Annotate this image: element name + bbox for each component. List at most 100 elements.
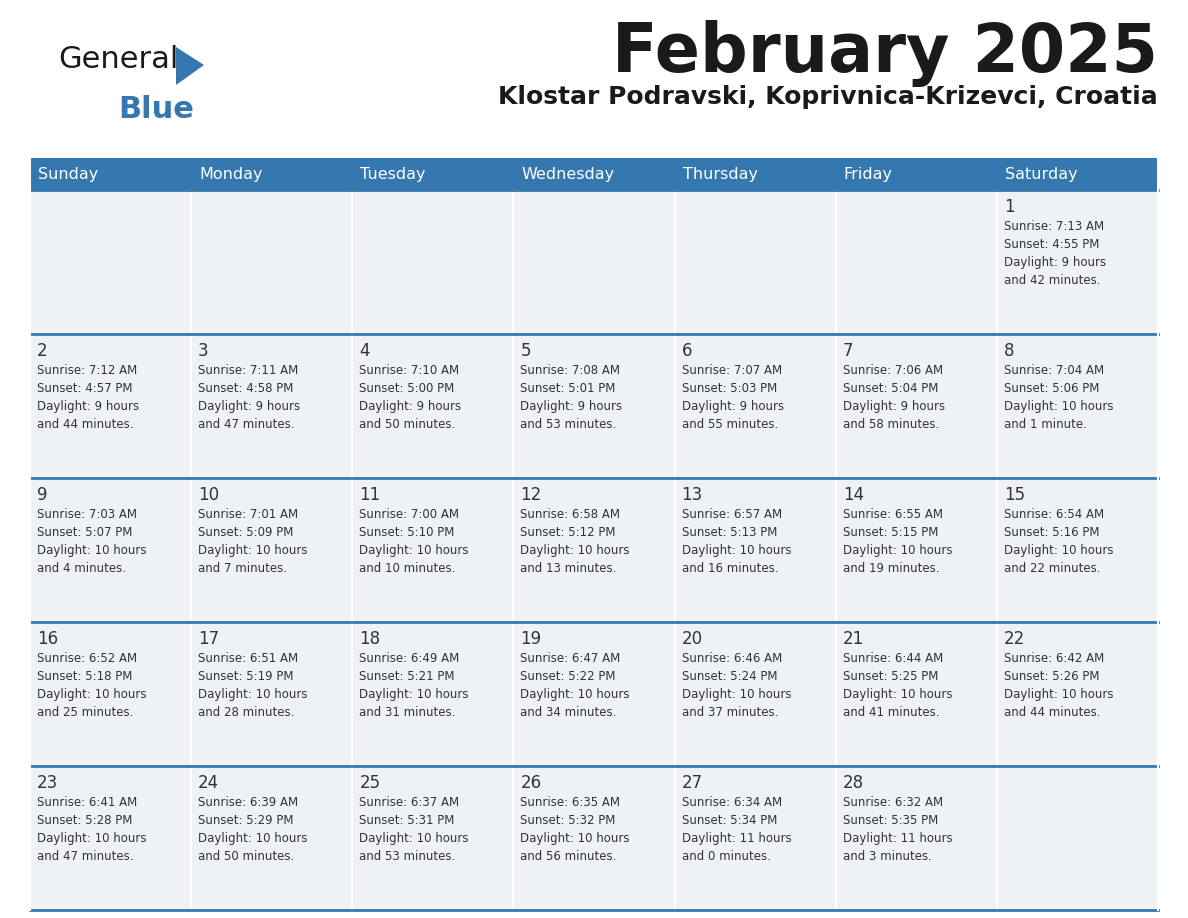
Bar (513, 622, 675, 766)
Text: 13: 13 (682, 486, 703, 504)
Text: Blue: Blue (118, 95, 194, 124)
Bar (997, 766, 1158, 910)
Bar (30, 190, 191, 334)
Text: 2: 2 (37, 342, 48, 360)
Text: 9: 9 (37, 486, 48, 504)
Bar (30, 622, 191, 766)
Text: Sunrise: 6:44 AM
Sunset: 5:25 PM
Daylight: 10 hours
and 41 minutes.: Sunrise: 6:44 AM Sunset: 5:25 PM Dayligh… (842, 652, 953, 719)
Bar (513, 478, 675, 622)
Text: 16: 16 (37, 630, 58, 648)
Text: Thursday: Thursday (683, 166, 758, 182)
Text: Sunrise: 6:42 AM
Sunset: 5:26 PM
Daylight: 10 hours
and 44 minutes.: Sunrise: 6:42 AM Sunset: 5:26 PM Dayligh… (1004, 652, 1113, 719)
Text: 8: 8 (1004, 342, 1015, 360)
Text: General: General (58, 45, 178, 74)
Bar (513, 190, 675, 334)
Bar (997, 190, 1158, 334)
Text: 18: 18 (359, 630, 380, 648)
Text: Saturday: Saturday (1005, 166, 1078, 182)
Text: 3: 3 (198, 342, 209, 360)
Text: 11: 11 (359, 486, 380, 504)
Bar (997, 334, 1158, 478)
Bar (191, 766, 353, 910)
Text: 7: 7 (842, 342, 853, 360)
Text: 14: 14 (842, 486, 864, 504)
Bar (675, 622, 835, 766)
Text: Sunrise: 7:00 AM
Sunset: 5:10 PM
Daylight: 10 hours
and 10 minutes.: Sunrise: 7:00 AM Sunset: 5:10 PM Dayligh… (359, 508, 469, 575)
Text: 21: 21 (842, 630, 864, 648)
Text: Sunrise: 6:34 AM
Sunset: 5:34 PM
Daylight: 11 hours
and 0 minutes.: Sunrise: 6:34 AM Sunset: 5:34 PM Dayligh… (682, 796, 791, 863)
Bar (30, 478, 191, 622)
Bar (191, 478, 353, 622)
Text: Sunrise: 7:13 AM
Sunset: 4:55 PM
Daylight: 9 hours
and 42 minutes.: Sunrise: 7:13 AM Sunset: 4:55 PM Dayligh… (1004, 220, 1106, 287)
Bar (30, 158, 1158, 190)
Bar (675, 334, 835, 478)
Text: Friday: Friday (843, 166, 892, 182)
Text: Tuesday: Tuesday (360, 166, 425, 182)
Bar (353, 766, 513, 910)
Text: Sunrise: 7:06 AM
Sunset: 5:04 PM
Daylight: 9 hours
and 58 minutes.: Sunrise: 7:06 AM Sunset: 5:04 PM Dayligh… (842, 364, 944, 431)
Text: 19: 19 (520, 630, 542, 648)
Text: Sunrise: 7:03 AM
Sunset: 5:07 PM
Daylight: 10 hours
and 4 minutes.: Sunrise: 7:03 AM Sunset: 5:07 PM Dayligh… (37, 508, 146, 575)
Text: 23: 23 (37, 774, 58, 792)
Bar (835, 334, 997, 478)
Bar (191, 334, 353, 478)
Bar (30, 766, 191, 910)
Text: Sunrise: 6:37 AM
Sunset: 5:31 PM
Daylight: 10 hours
and 53 minutes.: Sunrise: 6:37 AM Sunset: 5:31 PM Dayligh… (359, 796, 469, 863)
Text: Sunrise: 7:07 AM
Sunset: 5:03 PM
Daylight: 9 hours
and 55 minutes.: Sunrise: 7:07 AM Sunset: 5:03 PM Dayligh… (682, 364, 784, 431)
Bar (835, 478, 997, 622)
Text: Klostar Podravski, Koprivnica-Krizevci, Croatia: Klostar Podravski, Koprivnica-Krizevci, … (498, 85, 1158, 109)
Text: 12: 12 (520, 486, 542, 504)
Bar (353, 478, 513, 622)
Bar (675, 478, 835, 622)
Text: 6: 6 (682, 342, 693, 360)
Text: 28: 28 (842, 774, 864, 792)
Text: Monday: Monday (200, 166, 263, 182)
Text: Sunrise: 7:11 AM
Sunset: 4:58 PM
Daylight: 9 hours
and 47 minutes.: Sunrise: 7:11 AM Sunset: 4:58 PM Dayligh… (198, 364, 301, 431)
Text: Sunrise: 6:57 AM
Sunset: 5:13 PM
Daylight: 10 hours
and 16 minutes.: Sunrise: 6:57 AM Sunset: 5:13 PM Dayligh… (682, 508, 791, 575)
Text: Sunrise: 7:01 AM
Sunset: 5:09 PM
Daylight: 10 hours
and 7 minutes.: Sunrise: 7:01 AM Sunset: 5:09 PM Dayligh… (198, 508, 308, 575)
Text: Sunrise: 7:04 AM
Sunset: 5:06 PM
Daylight: 10 hours
and 1 minute.: Sunrise: 7:04 AM Sunset: 5:06 PM Dayligh… (1004, 364, 1113, 431)
Text: Sunrise: 6:55 AM
Sunset: 5:15 PM
Daylight: 10 hours
and 19 minutes.: Sunrise: 6:55 AM Sunset: 5:15 PM Dayligh… (842, 508, 953, 575)
Text: Sunrise: 6:52 AM
Sunset: 5:18 PM
Daylight: 10 hours
and 25 minutes.: Sunrise: 6:52 AM Sunset: 5:18 PM Dayligh… (37, 652, 146, 719)
Text: Sunrise: 6:46 AM
Sunset: 5:24 PM
Daylight: 10 hours
and 37 minutes.: Sunrise: 6:46 AM Sunset: 5:24 PM Dayligh… (682, 652, 791, 719)
Text: Sunrise: 6:47 AM
Sunset: 5:22 PM
Daylight: 10 hours
and 34 minutes.: Sunrise: 6:47 AM Sunset: 5:22 PM Dayligh… (520, 652, 630, 719)
Text: 5: 5 (520, 342, 531, 360)
Bar (353, 190, 513, 334)
Text: February 2025: February 2025 (612, 20, 1158, 87)
Text: 10: 10 (198, 486, 220, 504)
Bar (513, 334, 675, 478)
Text: Sunrise: 6:32 AM
Sunset: 5:35 PM
Daylight: 11 hours
and 3 minutes.: Sunrise: 6:32 AM Sunset: 5:35 PM Dayligh… (842, 796, 953, 863)
Text: 26: 26 (520, 774, 542, 792)
Text: Sunrise: 6:49 AM
Sunset: 5:21 PM
Daylight: 10 hours
and 31 minutes.: Sunrise: 6:49 AM Sunset: 5:21 PM Dayligh… (359, 652, 469, 719)
Text: Sunrise: 6:39 AM
Sunset: 5:29 PM
Daylight: 10 hours
and 50 minutes.: Sunrise: 6:39 AM Sunset: 5:29 PM Dayligh… (198, 796, 308, 863)
Text: 4: 4 (359, 342, 369, 360)
Bar (835, 190, 997, 334)
Text: 20: 20 (682, 630, 702, 648)
Text: 15: 15 (1004, 486, 1025, 504)
Text: Sunrise: 6:51 AM
Sunset: 5:19 PM
Daylight: 10 hours
and 28 minutes.: Sunrise: 6:51 AM Sunset: 5:19 PM Dayligh… (198, 652, 308, 719)
Bar (30, 334, 191, 478)
Bar (997, 622, 1158, 766)
Polygon shape (176, 47, 204, 85)
Bar (835, 766, 997, 910)
Text: Sunrise: 6:54 AM
Sunset: 5:16 PM
Daylight: 10 hours
and 22 minutes.: Sunrise: 6:54 AM Sunset: 5:16 PM Dayligh… (1004, 508, 1113, 575)
Bar (353, 622, 513, 766)
Text: 24: 24 (198, 774, 220, 792)
Text: Sunrise: 7:12 AM
Sunset: 4:57 PM
Daylight: 9 hours
and 44 minutes.: Sunrise: 7:12 AM Sunset: 4:57 PM Dayligh… (37, 364, 139, 431)
Text: 17: 17 (198, 630, 220, 648)
Bar (513, 766, 675, 910)
Text: 27: 27 (682, 774, 702, 792)
Text: Sunrise: 7:10 AM
Sunset: 5:00 PM
Daylight: 9 hours
and 50 minutes.: Sunrise: 7:10 AM Sunset: 5:00 PM Dayligh… (359, 364, 461, 431)
Text: 25: 25 (359, 774, 380, 792)
Text: 1: 1 (1004, 198, 1015, 216)
Text: Sunrise: 6:35 AM
Sunset: 5:32 PM
Daylight: 10 hours
and 56 minutes.: Sunrise: 6:35 AM Sunset: 5:32 PM Dayligh… (520, 796, 630, 863)
Bar (675, 190, 835, 334)
Text: Sunrise: 6:58 AM
Sunset: 5:12 PM
Daylight: 10 hours
and 13 minutes.: Sunrise: 6:58 AM Sunset: 5:12 PM Dayligh… (520, 508, 630, 575)
Text: Sunrise: 7:08 AM
Sunset: 5:01 PM
Daylight: 9 hours
and 53 minutes.: Sunrise: 7:08 AM Sunset: 5:01 PM Dayligh… (520, 364, 623, 431)
Bar (191, 190, 353, 334)
Text: Wednesday: Wednesday (522, 166, 614, 182)
Bar (191, 622, 353, 766)
Bar (353, 334, 513, 478)
Bar (675, 766, 835, 910)
Text: Sunrise: 6:41 AM
Sunset: 5:28 PM
Daylight: 10 hours
and 47 minutes.: Sunrise: 6:41 AM Sunset: 5:28 PM Dayligh… (37, 796, 146, 863)
